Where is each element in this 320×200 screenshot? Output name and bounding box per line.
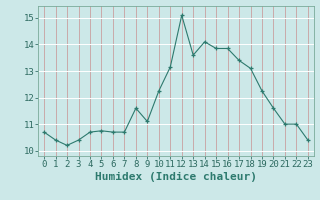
X-axis label: Humidex (Indice chaleur): Humidex (Indice chaleur): [95, 172, 257, 182]
